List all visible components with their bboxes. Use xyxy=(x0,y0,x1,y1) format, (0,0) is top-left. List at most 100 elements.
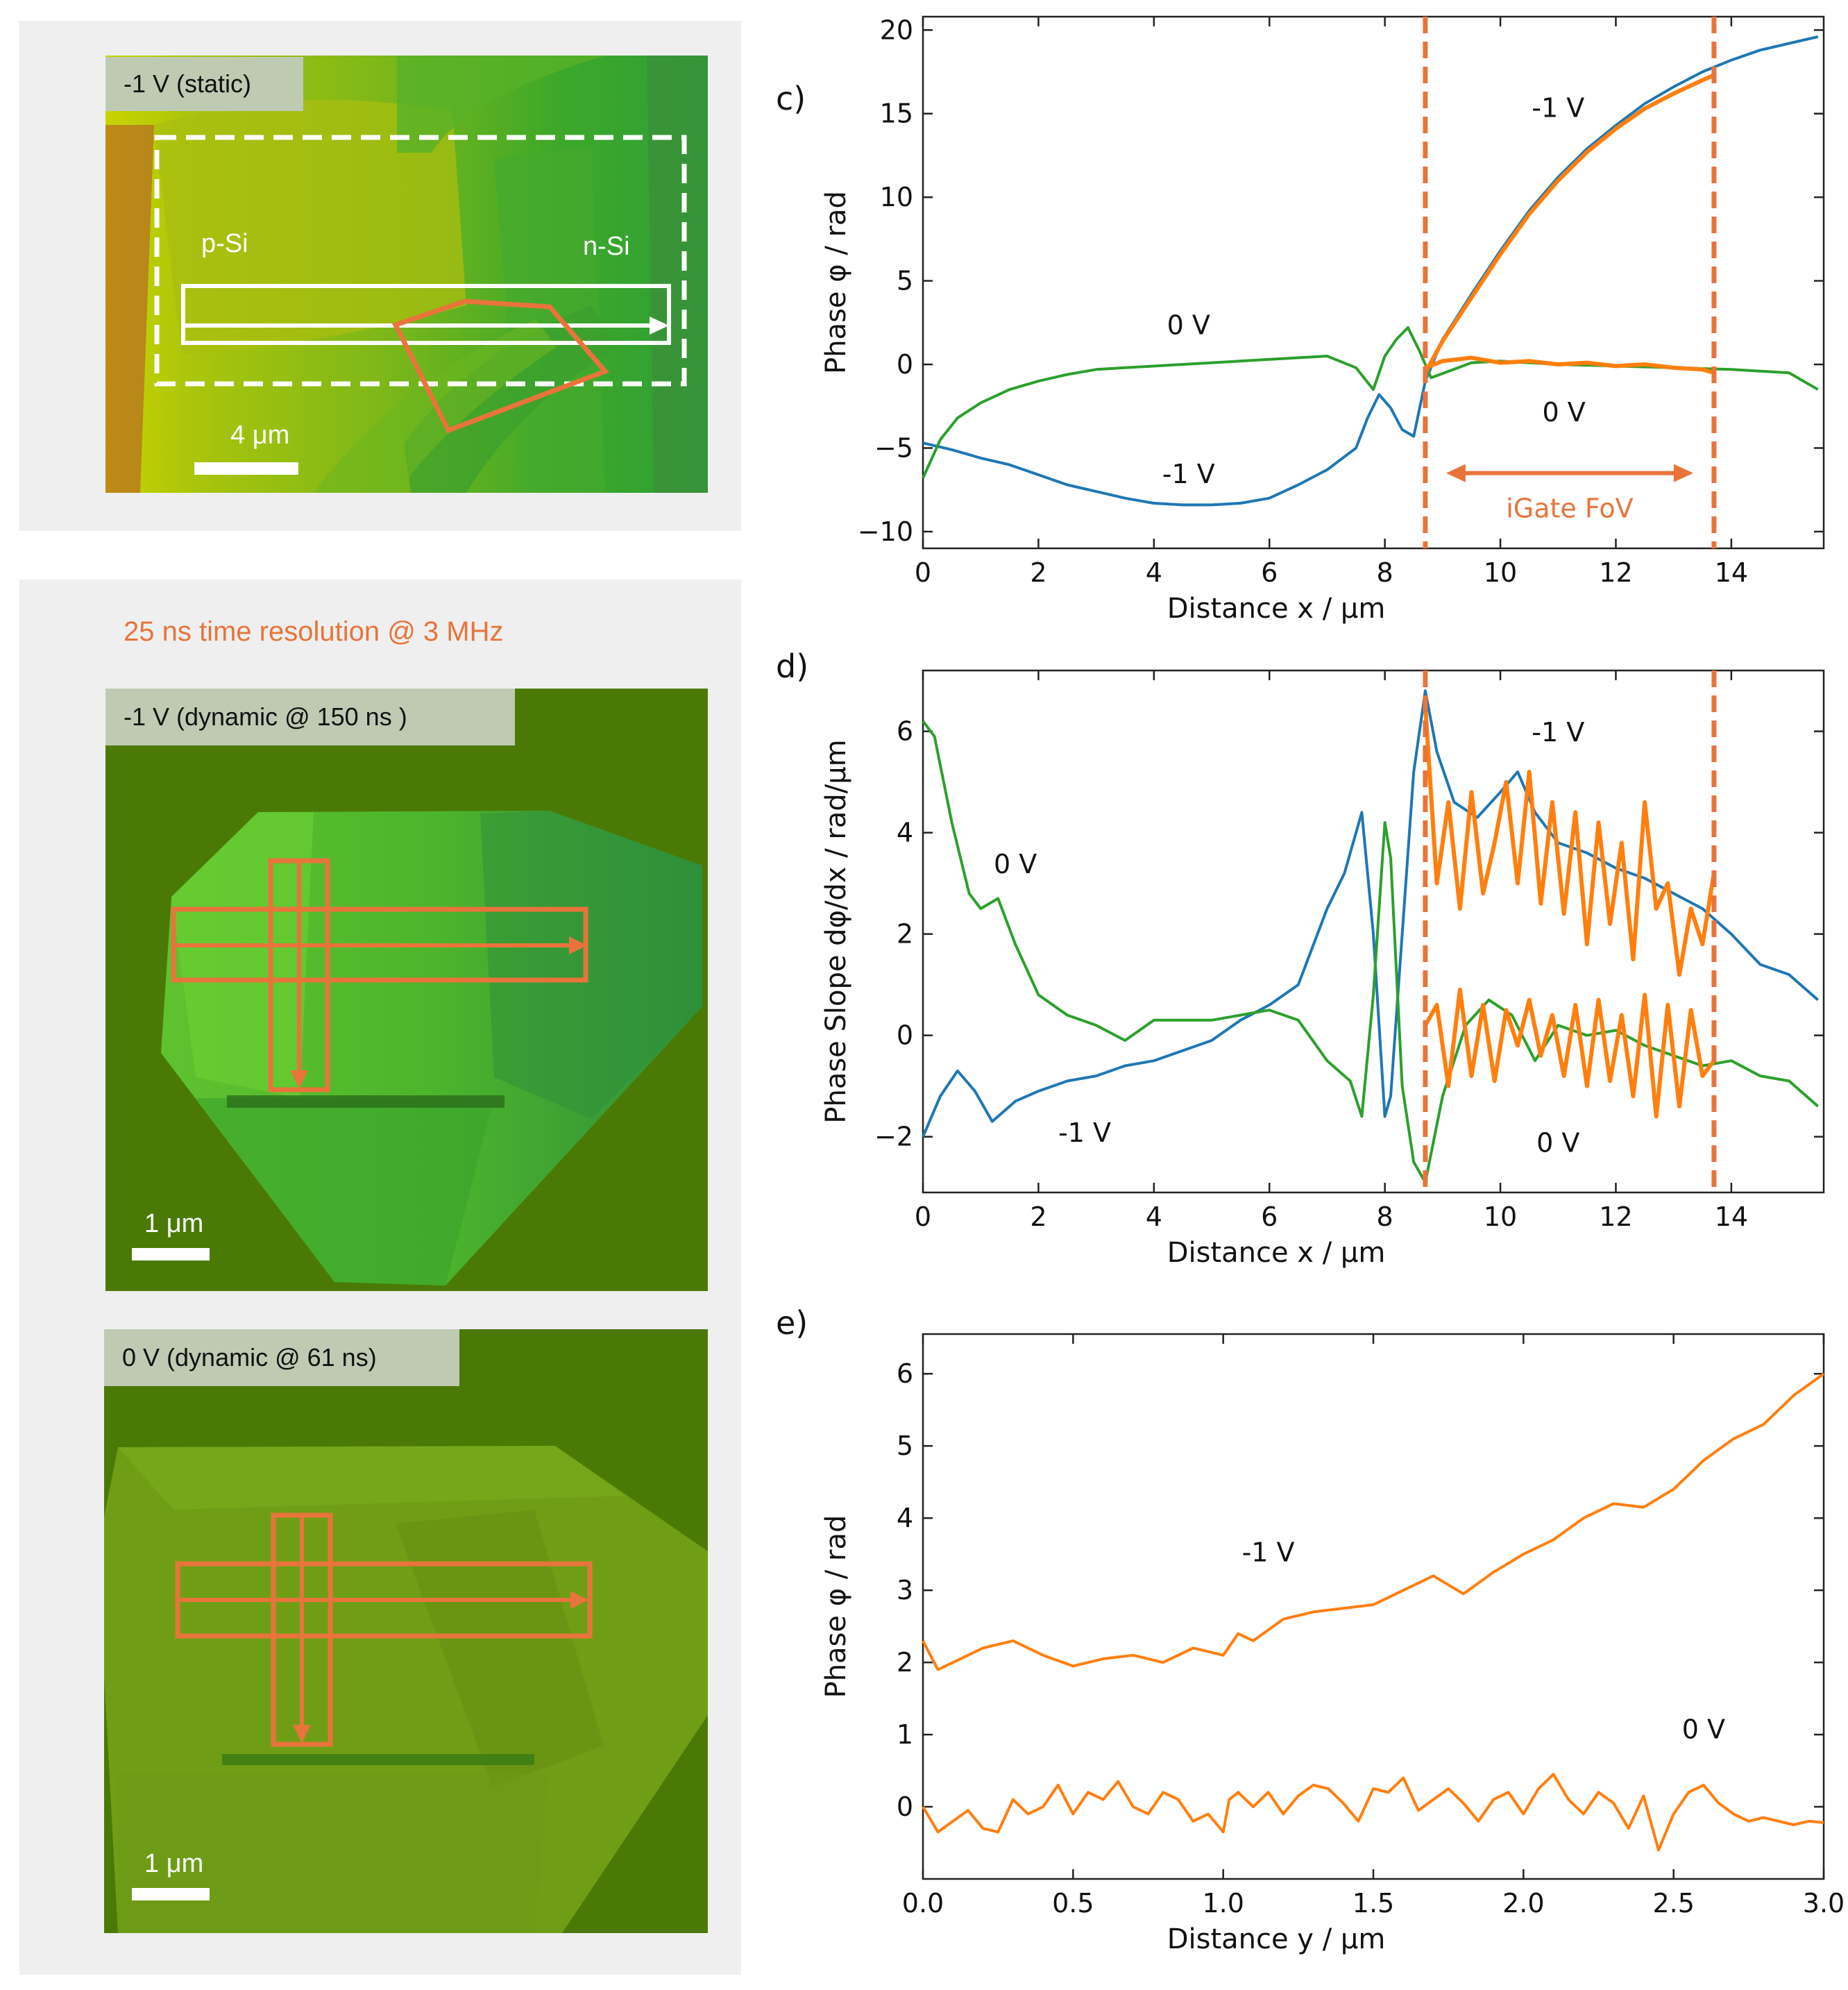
panel-b-bottom-phase-map xyxy=(104,1446,708,1933)
vertical-profile-box xyxy=(268,858,330,1093)
chart-c-ytick-label: −5 xyxy=(874,432,913,463)
chart-c-ytick-label: 15 xyxy=(880,99,913,129)
chart-d-ylabel: Phase Slope dφ/dx / rad/μm xyxy=(820,739,852,1123)
panel-b-bottom-scale-label: 1 μm xyxy=(144,1849,204,1878)
horizontal-profile-arrowhead-2 xyxy=(570,1591,588,1609)
chart-d-annotation: -1 V xyxy=(1058,1118,1111,1148)
horizontal-profile-box-2 xyxy=(175,1561,593,1639)
chart-d-xtick-label: 4 xyxy=(1146,1201,1162,1232)
panel-a-scale-bar xyxy=(194,462,298,475)
chart-c-annotation: -1 V xyxy=(1532,93,1584,124)
chart-e-ytick-label: 4 xyxy=(897,1503,913,1533)
chart-d-ytick-label: 4 xyxy=(897,818,913,848)
chart-c-series--1-v-igate xyxy=(1423,73,1715,374)
chart-c-ytick-label: 5 xyxy=(897,266,913,296)
chart-d-xtick-label: 14 xyxy=(1715,1201,1748,1232)
chart-d-frame xyxy=(922,669,1825,1194)
chart-e-xtick-label: 2.0 xyxy=(1502,1888,1544,1919)
panel-a-dashed-region xyxy=(154,135,687,387)
chart-c-xtick-label: 14 xyxy=(1715,557,1748,588)
chart-c-ytick-label: 10 xyxy=(880,182,913,212)
chart-c-xtick-label: 6 xyxy=(1261,557,1278,588)
chart-c-annotation: 0 V xyxy=(1542,397,1585,428)
chart-c-ytick-label: 0 xyxy=(897,349,913,380)
vertical-profile-arrowhead xyxy=(290,1070,308,1088)
horizontal-profile-arrowhead xyxy=(569,936,587,954)
chart-e-ytick-label: 0 xyxy=(897,1791,913,1822)
chart-d-ytick-label: 6 xyxy=(897,716,913,747)
chart-e-series--1-v xyxy=(922,1372,1825,1671)
panel-b-top-scale-bar xyxy=(132,1248,210,1260)
chart-d-panel-label: d) xyxy=(776,648,808,685)
vertical-profile-box-2 xyxy=(271,1512,333,1747)
chart-d-annotation: 0 V xyxy=(1536,1128,1579,1158)
chart-e-annotation: 0 V xyxy=(1682,1714,1725,1744)
panel-a-scale-label: 4 μm xyxy=(230,421,290,450)
chart-d-annotation: -1 V xyxy=(1532,717,1584,748)
chart-c-ylabel: Phase φ / rad xyxy=(820,191,852,374)
panel-b-bottom-image xyxy=(104,1329,708,1933)
chart-e-ytick-label: 5 xyxy=(897,1431,913,1461)
region-label-p-si: p-Si xyxy=(201,229,248,258)
chart-d-xtick-label: 6 xyxy=(1261,1201,1278,1232)
chart-c-annotation: 0 V xyxy=(1167,310,1210,341)
chart-c-series-0-v-igate xyxy=(1424,355,1715,375)
panel-b-bottom-scale-bar xyxy=(132,1888,210,1900)
panel-b-bottom-overlay xyxy=(175,1512,593,1747)
chart-c-xtick-label: 4 xyxy=(1146,557,1162,588)
chart-d-xtick-label: 12 xyxy=(1599,1201,1632,1232)
chart-c-ytick-label: 20 xyxy=(880,15,913,45)
chart-d-xtick-label: 2 xyxy=(1030,1201,1046,1232)
chart-e-xtick-label: 3.0 xyxy=(1803,1888,1845,1919)
vertical-profile-arrowhead-2 xyxy=(293,1725,311,1743)
chart-d-xlabel: Distance x / μm xyxy=(1167,1237,1386,1269)
chart-c-ytick-label: −10 xyxy=(858,516,913,547)
chart-c-panel-label: c) xyxy=(776,80,806,117)
panel-b-top-tag: -1 V (dynamic @ 150 ns ) xyxy=(105,689,515,745)
chart-e-xtick-label: 1.5 xyxy=(1353,1888,1394,1919)
chart-e-panel-label: e) xyxy=(776,1304,808,1342)
chart-c-series--1-v xyxy=(922,35,1819,507)
chart-e-annotation: -1 V xyxy=(1242,1537,1295,1568)
panel-b-top-phase-map xyxy=(161,811,702,1285)
chart-c-xtick-label: 0 xyxy=(915,557,931,588)
panel-a-igate-fov xyxy=(392,298,609,434)
chart-c-xtick-label: 2 xyxy=(1030,557,1046,588)
chart-e-xtick-label: 0.0 xyxy=(902,1888,944,1919)
chart-e-ytick-label: 2 xyxy=(897,1647,913,1678)
chart-d-xtick-label: 0 xyxy=(915,1201,931,1232)
chart-e-xtick-label: 2.5 xyxy=(1652,1888,1694,1919)
panel-b-bottom-tag: 0 V (dynamic @ 61 ns) xyxy=(104,1329,459,1386)
chart-c-fov-label: iGate FoV xyxy=(1506,494,1633,524)
chart-e-xlabel: Distance y / μm xyxy=(1167,1923,1386,1955)
chart-d-ytick-label: −2 xyxy=(874,1122,913,1152)
chart-e-frame xyxy=(922,1333,1825,1880)
chart-e-ytick-label: 1 xyxy=(897,1719,913,1750)
panel-b-top-image xyxy=(105,689,708,1291)
chart-c-annotation: -1 V xyxy=(1162,459,1215,489)
panel-a-phase-map xyxy=(105,56,708,493)
chart-c-fov-arrowhead-right xyxy=(1673,464,1693,482)
chart-e-series-0-v xyxy=(922,1773,1824,1852)
chart-c-frame xyxy=(922,15,1825,550)
chart-d-series--1-v-igate xyxy=(1423,705,1716,977)
chart-d-series-0-v-igate xyxy=(1423,988,1716,1119)
panel-b-subtitle: 25 ns time resolution @ 3 MHz xyxy=(124,616,504,647)
chart-c-xtick-label: 8 xyxy=(1377,557,1393,588)
chart-c-xlabel: Distance x / μm xyxy=(1167,593,1386,625)
chart-e-ytick-label: 6 xyxy=(897,1358,913,1389)
chart-e-ytick-label: 3 xyxy=(897,1575,913,1605)
panel-a-overlay xyxy=(154,135,687,434)
panel-b-top-scale-label: 1 μm xyxy=(144,1209,204,1238)
chart-e-xtick-label: 1.0 xyxy=(1202,1888,1244,1919)
chart-d-xtick-label: 8 xyxy=(1377,1201,1393,1232)
panel-a-line-profile-box xyxy=(181,284,671,345)
chart-d-xtick-label: 10 xyxy=(1484,1201,1517,1232)
chart-d-annotation: 0 V xyxy=(994,849,1037,879)
region-label-n-si: n-Si xyxy=(583,232,630,261)
chart-c-fov-arrowhead-left xyxy=(1446,464,1466,482)
panel-a-phase-image xyxy=(105,56,708,493)
chart-c-series-0-v xyxy=(922,326,1819,479)
chart-d-ytick-label: 0 xyxy=(897,1020,913,1051)
